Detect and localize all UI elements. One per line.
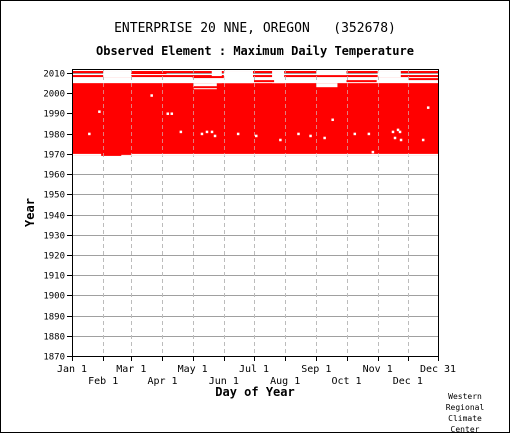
y-tick-label: 1900: [43, 292, 65, 302]
missing-day: [353, 132, 357, 136]
missing-day: [396, 128, 400, 132]
data-line: [103, 152, 132, 155]
y-tick-label: 1940: [43, 212, 65, 222]
y-axis-ticks: 1870 1880 1890 1900 1910 1920 1930 1940 1950 1960…: [43, 70, 72, 363]
x-axis-ticks: Jan 1 Mar 1 May 1 Jul 1 Sep 1 Nov 1 Dec 31 Feb …: [57, 356, 456, 387]
missing-day: [179, 130, 183, 134]
missing-day: [297, 132, 300, 136]
data-line: [193, 86, 218, 89]
missing-day: [88, 132, 91, 136]
missing-day: [331, 118, 334, 122]
y-tick-label: 1880: [43, 333, 65, 343]
data-gap: [103, 71, 132, 78]
x-tick-label: Nov 1: [363, 364, 393, 375]
missing-day: [98, 110, 101, 113]
x-tick-label: May 1: [178, 364, 208, 375]
y-tick-label: 1960: [43, 171, 65, 181]
chart-title: ENTERPRISE 20 NNE, OREGON (352678): [114, 21, 396, 36]
missing-day: [213, 134, 217, 138]
y-tick-label: 1890: [43, 313, 65, 323]
chart-subtitle: Observed Element : Maximum Daily Tempera…: [96, 44, 414, 58]
x-tick-label: Apr 1: [147, 376, 177, 387]
missing-day: [399, 138, 403, 142]
x-tick-label: Feb 1: [88, 376, 118, 387]
data-gap: [72, 153, 102, 156]
data-gap: [272, 71, 285, 84]
missing-day: [150, 94, 153, 97]
data-gap: [316, 71, 347, 76]
missing-day: [205, 130, 209, 134]
data-line: [408, 78, 438, 81]
x-tick-label: Jun 1: [209, 376, 239, 387]
missing-day: [421, 138, 425, 142]
y-tick-label: 2000: [43, 90, 65, 100]
data-gap: [316, 83, 338, 88]
y-tick-label: 1950: [43, 191, 65, 201]
x-tick-label: Jan 1: [57, 364, 87, 375]
missing-day: [255, 134, 258, 138]
data-gap: [223, 71, 253, 84]
credit-line: Western: [448, 392, 482, 401]
missing-day: [309, 134, 312, 138]
y-tick-label: 1980: [43, 131, 65, 141]
y-tick-label: 1990: [43, 110, 65, 120]
y-tick-label: 1930: [43, 232, 65, 242]
credit-note: Western Regional Climate Center: [435, 391, 495, 433]
x-tick-label: Sep 1: [301, 364, 331, 375]
missing-day: [426, 106, 430, 109]
x-tick-label: Oct 1: [331, 376, 361, 387]
data-gap: [121, 153, 439, 156]
missing-day: [170, 112, 174, 115]
data-line: [192, 76, 224, 79]
x-tick-label: Mar 1: [116, 364, 146, 375]
y-tick-label: 2010: [43, 70, 65, 80]
x-tick-label: Dec 31: [420, 364, 456, 375]
y-tick-label: 1870: [43, 353, 65, 363]
missing-day: [393, 136, 397, 140]
missing-day: [236, 132, 240, 136]
data-gap: [377, 71, 401, 78]
y-axis-label: Year: [23, 198, 37, 227]
missing-day: [391, 130, 395, 134]
missing-day: [323, 136, 326, 140]
y-tick-label: 1970: [43, 151, 65, 161]
data-line: [346, 80, 377, 83]
data-line: [131, 72, 167, 75]
missing-day: [371, 150, 375, 154]
missing-day: [166, 112, 170, 115]
missing-day: [210, 130, 214, 134]
missing-day: [200, 132, 204, 136]
missing-day: [398, 130, 402, 134]
y-tick-label: 1920: [43, 252, 65, 262]
missing-day: [279, 138, 282, 142]
x-tick-label: Aug 1: [270, 376, 300, 387]
x-tick-label: Jul 1: [239, 364, 269, 375]
credit-line: Climate: [448, 414, 482, 423]
data-gap: [193, 83, 217, 90]
credit-line: Regional: [445, 403, 485, 412]
x-tick-label: Dec 1: [393, 376, 423, 387]
plot-border: [72, 69, 439, 357]
data-line: [253, 80, 275, 83]
y-tick-label: 1910: [43, 272, 65, 282]
missing-day: [367, 132, 371, 136]
data-line: [131, 92, 153, 95]
x-axis-label: Day of Year: [215, 385, 294, 399]
credit-line: Center: [450, 425, 480, 433]
